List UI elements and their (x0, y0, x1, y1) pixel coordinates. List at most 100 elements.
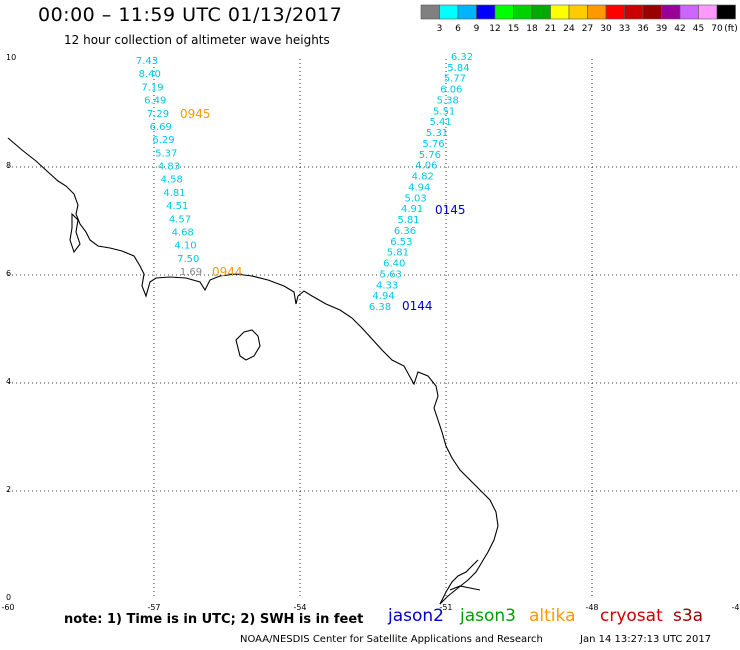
lat-lon-grid: 10 8 6 4 2 0-60 -57 -54 -51 -48 -45 (1, 53, 740, 612)
wave-height-value: 4.94 (408, 182, 430, 193)
pass-time-label: 0144 (402, 299, 433, 313)
legend-swatch (550, 4, 570, 20)
lat-label: 0 (6, 593, 11, 602)
wave-height-value: 5.77 (444, 74, 466, 85)
pass-time-label: 0945 (180, 107, 211, 121)
legend-tick-label: 33 (619, 24, 630, 34)
legend-tick-label: 3 (437, 24, 443, 34)
wave-height-value: 5.76 (419, 150, 441, 161)
coastline (7, 137, 499, 605)
wave-height-value: 8.40 (139, 69, 161, 80)
pass-time-label: 0145 (435, 203, 466, 217)
wave-height-value: 5.31 (426, 128, 448, 139)
lon-label: -54 (293, 603, 306, 612)
legend-swatch (605, 4, 625, 20)
lat-label: 8 (6, 161, 11, 170)
legend-swatch (420, 4, 440, 20)
wave-height-value: 6.40 (383, 259, 405, 270)
legend-tick-label: 45 (693, 24, 704, 34)
wave-height-value: 4.91 (401, 204, 423, 215)
wave-height-value: 4.57 (169, 214, 191, 225)
coast-island-left (69, 212, 81, 254)
wave-height-value: 5.84 (447, 63, 469, 74)
legend-unit: (ft) (724, 24, 738, 34)
pass-time-label: 0944 (212, 265, 243, 279)
legend-jason2: jason2 (388, 606, 444, 626)
legend-swatch (476, 4, 496, 20)
legend-tick-label: 9 (474, 24, 480, 34)
wave-height-value: 4.10 (174, 241, 196, 252)
lon-label: -57 (147, 603, 160, 612)
wave-height-value: 4.06 (415, 161, 437, 172)
legend-tick-label: 21 (545, 24, 556, 34)
legend-swatch (513, 4, 533, 20)
legend-cryosat: cryosat (600, 606, 663, 626)
wave-height-value: 1.69 (180, 267, 202, 278)
wave-height-value: 4.83 (158, 162, 180, 173)
wave-height-value: 6.53 (390, 237, 412, 248)
wave-height-value: 5.37 (155, 148, 177, 159)
lon-label: -60 (1, 603, 14, 612)
lon-label: -51 (439, 603, 452, 612)
wave-height-value: 4.81 (163, 188, 185, 199)
wave-height-value: 6.38 (369, 302, 391, 313)
lat-label: 10 (6, 53, 16, 62)
legend-jason3: jason3 (460, 606, 516, 626)
legend-tick-label: 30 (600, 24, 612, 34)
estuary-outline (439, 559, 481, 605)
legend-tick-label: 15 (508, 24, 519, 34)
wave-height-tracks: 7.43 8.40 7.19 6.49 7.29 6.69 6.29 5.37 4.83 4.58… (136, 52, 473, 313)
wave-height-value: 5.81 (387, 248, 409, 259)
wave-height-value: 5.76 (422, 139, 444, 150)
wave-height-value: 4.94 (372, 291, 394, 302)
wave-height-value: 5.03 (405, 193, 427, 204)
lat-label: 4 (6, 377, 11, 386)
generated-timestamp: Jan 14 13:27:13 UTC 2017 (580, 634, 712, 645)
wave-height-value: 6.69 (150, 122, 172, 133)
credit-line: NOAA/NESDIS Center for Satellite Applica… (240, 634, 543, 645)
wave-height-value: 4.68 (172, 227, 194, 238)
lon-label: -48 (585, 603, 598, 612)
wave-height-value: 7.19 (141, 82, 163, 93)
inland-lake (235, 329, 261, 361)
lon-label: -45 (731, 603, 740, 612)
wave-height-value: 6.49 (144, 96, 166, 107)
legend-s3a: s3a (673, 606, 704, 626)
wave-height-value: 5.41 (429, 117, 451, 128)
lat-label: 6 (6, 269, 11, 278)
wave-height-value: 5.81 (397, 215, 419, 226)
wave-height-value: 4.33 (376, 280, 398, 291)
legend-swatch (587, 4, 607, 20)
wave-height-value: 6.36 (394, 226, 416, 237)
legend-swatch (716, 4, 736, 20)
legend-swatch (531, 4, 551, 20)
legend-swatch (642, 4, 662, 20)
page-title: 00:00 – 11:59 UTC 01/13/2017 (38, 4, 343, 26)
legend-tick-label: 36 (637, 24, 649, 34)
legend-tick-label: 70 (711, 24, 723, 34)
legend-swatch (494, 4, 514, 20)
wave-height-value: 6.06 (440, 85, 462, 96)
legend-tick-label: 39 (656, 24, 668, 34)
legend-tick-label: 18 (526, 24, 538, 34)
legend-tick-label: 12 (489, 24, 500, 34)
wave-height-value: 6.32 (451, 52, 473, 63)
legend-swatch (679, 4, 699, 20)
legend-swatch (624, 4, 644, 20)
wave-height-value: 4.82 (412, 172, 434, 183)
wave-height-value: 5.63 (380, 269, 402, 280)
page-subtitle: 12 hour collection of altimeter wave hei… (64, 33, 330, 47)
wave-height-value: 7.29 (147, 109, 169, 120)
legend-tick-label: 42 (674, 24, 685, 34)
legend-tick-label: 27 (582, 24, 593, 34)
wave-height-value: 4.51 (166, 201, 188, 212)
legend-swatch (698, 4, 718, 20)
legend-altika: altika (529, 606, 576, 626)
wave-height-value: 7.50 (177, 254, 199, 265)
legend-swatch (568, 4, 588, 20)
legend-tick-label: 6 (455, 24, 461, 34)
wave-height-value: 5.38 (437, 95, 459, 106)
wave-height-value: 6.29 (152, 135, 174, 146)
